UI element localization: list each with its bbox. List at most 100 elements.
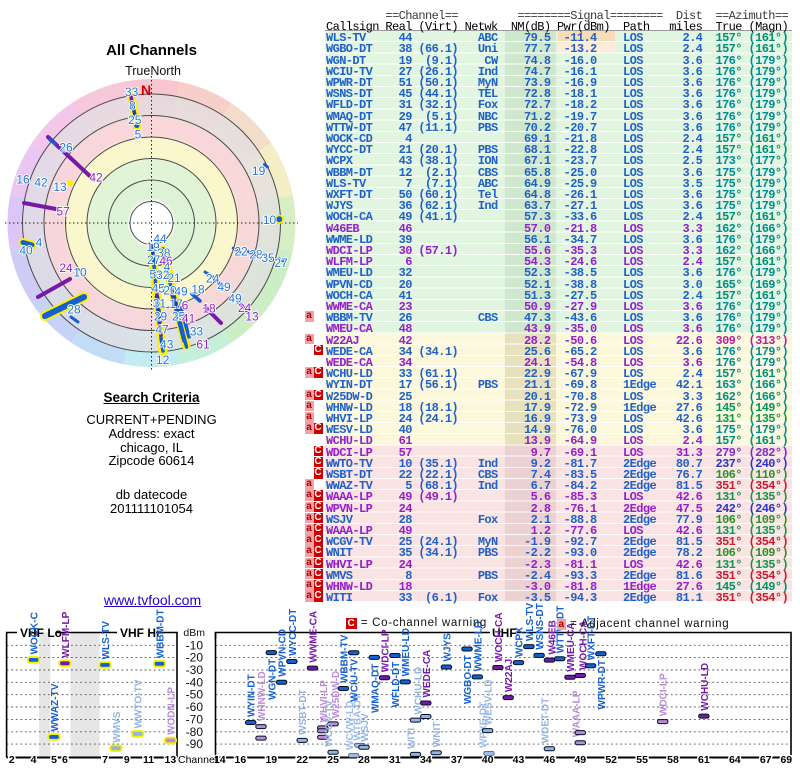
svg-text:25: 25 <box>172 310 186 324</box>
svg-text:31: 31 <box>153 297 167 311</box>
svg-text:-90: -90 <box>186 737 204 751</box>
svg-text:51: 51 <box>149 267 163 281</box>
svg-text:49: 49 <box>574 754 586 766</box>
svg-text:2: 2 <box>9 754 15 766</box>
svg-text:22: 22 <box>296 754 308 766</box>
svg-text:69: 69 <box>780 754 792 766</box>
svg-text:22: 22 <box>234 245 248 259</box>
svg-text:25: 25 <box>327 754 339 766</box>
svg-text:44: 44 <box>153 232 167 246</box>
svg-text:43: 43 <box>160 338 174 352</box>
svg-text:40: 40 <box>19 244 33 258</box>
svg-text:47: 47 <box>155 323 169 337</box>
svg-text:5: 5 <box>135 128 142 142</box>
svg-text:12: 12 <box>156 353 170 367</box>
svg-text:WYCC-DT: WYCC-DT <box>288 609 299 656</box>
svg-text:27: 27 <box>147 253 161 267</box>
svg-text:WCHU-LD: WCHU-LD <box>414 667 425 715</box>
svg-text:WGN-DT: WGN-DT <box>267 659 278 700</box>
svg-text:16: 16 <box>16 173 30 187</box>
svg-text:18: 18 <box>202 302 216 316</box>
svg-text:WMAQ-DT: WMAQ-DT <box>370 664 381 713</box>
svg-text:WOCH-CA: WOCH-CA <box>578 621 589 670</box>
svg-text:28: 28 <box>358 754 370 766</box>
svg-text:WDCI-LP: WDCI-LP <box>659 673 670 716</box>
svg-text:WTBA-DT: WTBA-DT <box>353 694 364 741</box>
svg-text:-50: -50 <box>186 688 204 702</box>
svg-text:WSNS-DT: WSNS-DT <box>535 603 546 650</box>
svg-text:28: 28 <box>67 303 81 317</box>
svg-text:WDCI-LP: WDCI-LP <box>381 629 392 672</box>
svg-text:19: 19 <box>265 754 277 766</box>
svg-text:7: 7 <box>102 754 108 766</box>
svg-text:41: 41 <box>182 312 196 326</box>
svg-text:WNIT: WNIT <box>432 722 443 748</box>
svg-text:9: 9 <box>124 754 130 766</box>
svg-text:42: 42 <box>89 171 103 185</box>
svg-text:WCPX: WCPX <box>515 627 526 657</box>
svg-text:19: 19 <box>146 240 160 254</box>
svg-text:-30: -30 <box>186 663 204 677</box>
svg-text:24: 24 <box>206 272 220 286</box>
svg-text:TrueNorth: TrueNorth <box>125 64 181 78</box>
svg-text:6: 6 <box>182 299 189 313</box>
svg-text:5: 5 <box>51 754 57 766</box>
svg-text:N: N <box>141 82 151 98</box>
svg-text:57: 57 <box>56 205 70 219</box>
svg-text:40: 40 <box>482 754 494 766</box>
svg-text:49: 49 <box>174 285 188 299</box>
svg-text:-80: -80 <box>186 725 204 739</box>
svg-text:WSJV: WSJV <box>360 713 371 742</box>
svg-text:14: 14 <box>214 754 226 766</box>
svg-text:49: 49 <box>228 292 242 306</box>
svg-text:W46EB: W46EB <box>547 620 558 654</box>
svg-text:WHNW-LD: WHNW-LD <box>257 671 268 721</box>
svg-text:W22AJ: W22AJ <box>504 659 515 692</box>
svg-text:58: 58 <box>667 754 679 766</box>
svg-text:WOCH-CA: WOCH-CA <box>494 613 505 662</box>
svg-text:13: 13 <box>245 309 259 323</box>
svg-text:24: 24 <box>59 261 73 275</box>
svg-text:21: 21 <box>167 271 181 285</box>
svg-text:67: 67 <box>760 754 772 766</box>
svg-text:WOCK-C: WOCK-C <box>30 612 41 654</box>
svg-text:13: 13 <box>165 754 177 766</box>
svg-text:61: 61 <box>196 338 210 352</box>
svg-text:WEDE-CA: WEDE-CA <box>422 650 433 698</box>
svg-text:16: 16 <box>235 754 247 766</box>
svg-text:4: 4 <box>164 260 171 274</box>
svg-text:29: 29 <box>154 310 168 324</box>
svg-text:46: 46 <box>544 754 556 766</box>
svg-text:64: 64 <box>729 754 741 766</box>
svg-text:31: 31 <box>389 754 401 766</box>
svg-text:WCVW-LD: WCVW-LD <box>345 701 356 750</box>
svg-text:WPWR-DT: WPWR-DT <box>597 660 608 709</box>
svg-text:24: 24 <box>238 301 252 315</box>
svg-text:17: 17 <box>169 297 183 311</box>
svg-text:45: 45 <box>152 282 166 296</box>
svg-text:VHF Hi: VHF Hi <box>120 626 159 640</box>
svg-text:37: 37 <box>451 754 463 766</box>
svg-text:38: 38 <box>157 246 171 260</box>
svg-text:WPVN-CD: WPVN-CD <box>278 629 289 677</box>
svg-text:10: 10 <box>73 266 87 280</box>
svg-text:4: 4 <box>36 236 43 250</box>
svg-text:WPXE-DT: WPXE-DT <box>479 702 490 748</box>
svg-text:6: 6 <box>62 754 68 766</box>
svg-text:52: 52 <box>605 754 617 766</box>
svg-text:27: 27 <box>274 256 288 270</box>
svg-text:WMEU-CA: WMEU-CA <box>566 622 577 671</box>
svg-text:49: 49 <box>217 280 231 294</box>
svg-text:WLS-TV: WLS-TV <box>101 621 112 660</box>
svg-text:WCHU-LD: WCHU-LD <box>700 663 711 711</box>
svg-text:-60: -60 <box>186 700 204 714</box>
svg-text:20: 20 <box>163 284 177 298</box>
svg-text:WBBM-DT: WBBM-DT <box>156 609 167 658</box>
svg-text:10: 10 <box>263 213 277 227</box>
svg-text:61: 61 <box>698 754 710 766</box>
svg-text:WMVS: WMVS <box>112 711 123 742</box>
svg-text:13: 13 <box>53 180 67 194</box>
svg-text:35: 35 <box>261 251 275 265</box>
svg-text:25: 25 <box>128 113 142 127</box>
svg-text:-20: -20 <box>186 651 204 665</box>
